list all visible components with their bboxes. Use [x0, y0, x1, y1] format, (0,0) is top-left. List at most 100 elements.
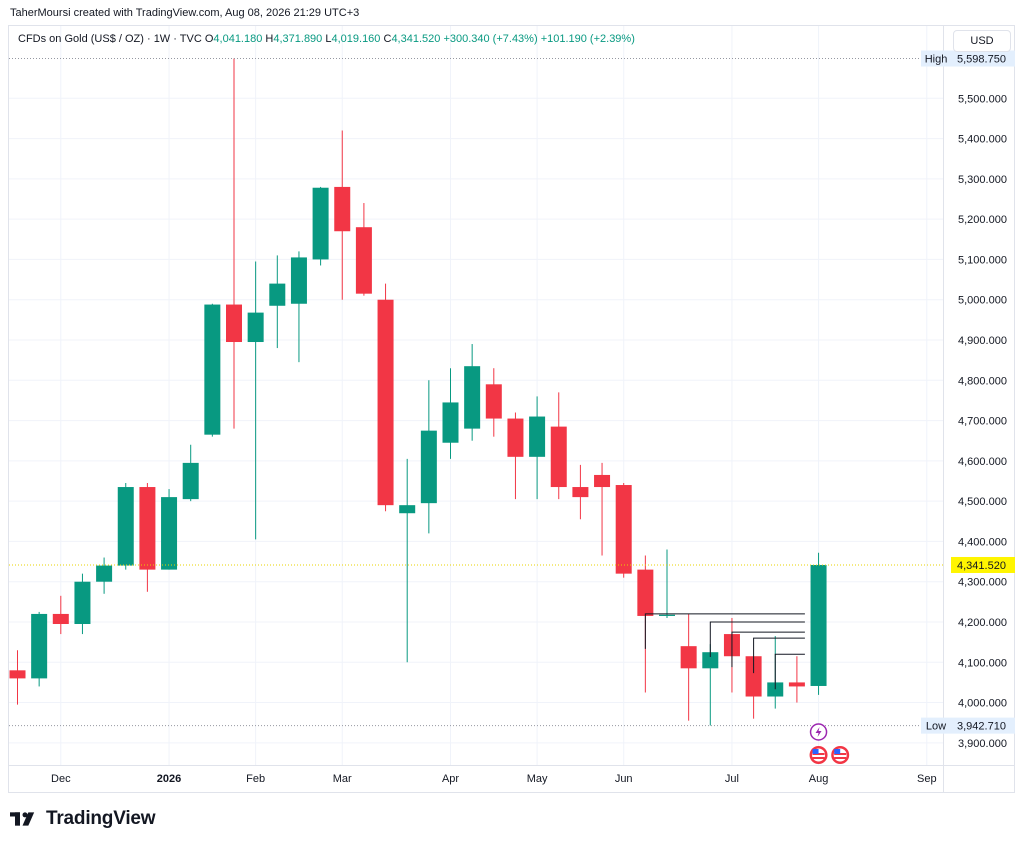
candle-body: [810, 564, 827, 686]
candle-body: [269, 283, 286, 306]
x-tick-label: Apr: [442, 773, 459, 785]
y-tick-label: 5,100.000: [958, 254, 1007, 266]
low-value-bg: [951, 717, 1015, 734]
candle-down: [550, 392, 567, 500]
candle-body: [767, 682, 784, 697]
candle-up: [290, 251, 307, 363]
x-tick-label: 2026: [157, 773, 181, 785]
candle-up: [117, 483, 134, 570]
y-tick-label: 5,400.000: [958, 134, 1007, 146]
y-tick-label: 5,500.000: [958, 93, 1007, 105]
candle-body: [420, 430, 437, 504]
open-value: 4,041.180: [213, 33, 263, 45]
y-tick-label: 4,600.000: [958, 456, 1007, 468]
us-flag-canton: [812, 749, 819, 754]
candle-body: [290, 257, 307, 304]
candle-up: [182, 444, 199, 502]
step-line: [753, 637, 805, 674]
high-value: 4,371.890: [273, 33, 323, 45]
close-value: 4,341.520: [391, 33, 441, 45]
low-label: Low: [926, 721, 946, 733]
candle-body: [507, 418, 524, 457]
last-price-bg: [951, 556, 1015, 573]
last-price-label: 4,341.520: [957, 560, 1006, 572]
step-line: [731, 631, 805, 668]
x-tick-label: Aug: [809, 773, 829, 785]
candle-body: [334, 186, 351, 232]
candle-body: [52, 613, 69, 625]
low-label: L: [325, 33, 332, 45]
change-value: +300.340 (+7.43%): [443, 33, 538, 45]
tradingview-logo[interactable]: TradingView: [10, 806, 156, 832]
candle-body: [442, 402, 459, 443]
currency-button[interactable]: USD: [953, 30, 1011, 52]
y-tick-label: 4,000.000: [958, 698, 1007, 710]
x-tick-label: Dec: [51, 773, 71, 785]
candle-body: [702, 652, 719, 669]
candle-body: [659, 614, 675, 616]
candle-up: [529, 396, 546, 500]
close-label: C: [383, 33, 392, 45]
candle-body: [204, 304, 221, 435]
price-axis: 3,900.000 4,000.000 4,100.000 4,200.000 4,30…: [943, 26, 1007, 792]
lightning-bolt: [815, 727, 822, 737]
x-tick-label: Jun: [615, 773, 633, 785]
candle-up: [420, 380, 437, 534]
event-markers: [809, 723, 850, 764]
candle-body: [637, 569, 654, 616]
y-tick-label: 4,800.000: [958, 375, 1007, 387]
candle-body: [594, 474, 611, 488]
candle-body: [312, 187, 329, 260]
candle-body: [226, 304, 242, 343]
candle-down: [355, 203, 372, 296]
candle-down: [377, 283, 394, 512]
y-tick-label: 4,400.000: [958, 536, 1007, 548]
candle-body: [96, 565, 113, 582]
candle-body: [74, 581, 91, 625]
candle-up: [161, 489, 178, 570]
x-tick-label: Sep: [917, 773, 937, 785]
y-tick-label: 4,500.000: [958, 496, 1007, 508]
candle-body: [485, 384, 502, 419]
candle-body: [572, 487, 589, 498]
symbol-legend[interactable]: CFDs on Gold (US$ / OZ) · 1W · TVC O4,04…: [18, 33, 635, 45]
candle-up: [702, 644, 719, 726]
step-lines: [644, 613, 805, 690]
y-tick-label: 5,300.000: [958, 174, 1007, 186]
candle-down: [9, 650, 26, 705]
low-label-bg: [921, 717, 951, 734]
candle-down: [226, 58, 242, 429]
chart-credit: TaherMoursi created with TradingView.com…: [10, 7, 360, 19]
candle-up: [312, 186, 329, 266]
candle-up: [464, 344, 481, 441]
candle-down: [680, 613, 697, 721]
tradingview-logo-icon: [10, 812, 35, 826]
x-tick-label: Jul: [725, 773, 739, 785]
us-flag-stripe: [812, 757, 825, 759]
price-markers: High 5,598.750 Low 3,942.710 4,341.520: [9, 50, 1015, 734]
chart-frame: [8, 25, 1015, 793]
candle-body: [182, 462, 199, 500]
candle-up: [247, 261, 264, 540]
x-tick-label: Mar: [333, 773, 352, 785]
candle-body: [31, 613, 48, 679]
low-value: 4,019.160: [331, 33, 381, 45]
candle-up: [659, 549, 675, 618]
candle-up: [204, 303, 221, 437]
candle-body: [788, 682, 805, 687]
symbol-name: CFDs on Gold (US$ / OZ) · 1W · TVC: [18, 33, 202, 45]
candle-body: [139, 487, 156, 570]
candle-body: [745, 656, 762, 697]
step-line: [709, 621, 805, 657]
high-value-bg: [951, 50, 1015, 67]
candle-body: [680, 646, 697, 669]
candle-down: [594, 462, 611, 556]
candle-up: [399, 458, 416, 663]
candle-down: [788, 656, 805, 703]
y-tick-label: 4,200.000: [958, 617, 1007, 629]
x-tick-label: May: [527, 773, 548, 785]
candle-body: [615, 485, 632, 574]
candle-body: [117, 487, 134, 566]
candle-up: [810, 552, 827, 695]
